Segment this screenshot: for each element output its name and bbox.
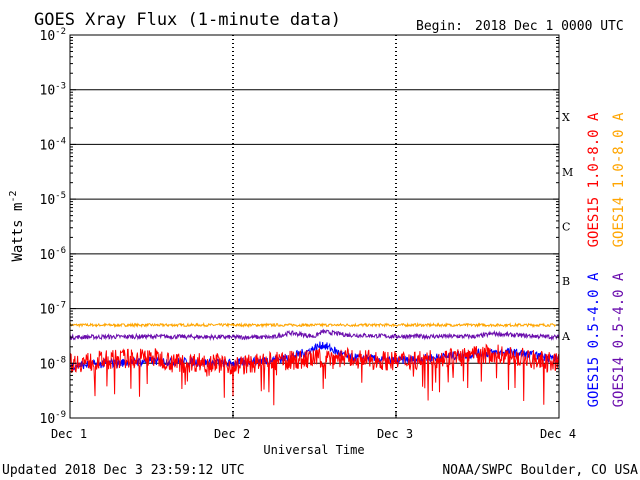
x-tick-label: Dec 4 (540, 427, 576, 441)
series-layer (69, 322, 560, 406)
updated-text: Updated 2018 Dec 3 23:59:12 UTC (2, 463, 245, 478)
legend-entry: GOES15 0.5-4.0 A (586, 272, 602, 407)
plot-frame (69, 34, 560, 419)
y-axis-label-group: Watts m-2 (8, 190, 26, 261)
axes: 10-9 10-8 10-7 10-6 10-5 10-4 10-3 10-2 Dec 1 Dec… (40, 27, 577, 441)
legend-entry: GOES14 1.0-8.0 A (611, 112, 627, 247)
begin-label: Begin: (416, 19, 463, 34)
flare-class-label: M (562, 166, 573, 179)
series-line (69, 328, 560, 342)
credit-text: NOAA/SWPC Boulder, CO USA (442, 463, 638, 478)
y-tick-label: 10-7 (40, 301, 67, 318)
legend: GOES15 1.0-8.0 A GOES14 1.0-8.0 A GOES15 0… (586, 112, 627, 407)
flare-class-label: A (561, 330, 571, 343)
series-line (69, 322, 560, 329)
flare-class-label: X (562, 111, 570, 124)
flare-class-label: B (562, 275, 570, 288)
y-tick-label: 10-5 (40, 191, 67, 208)
decade-grid (70, 35, 559, 418)
legend-entry: GOES14 0.5-4.0 A (611, 272, 627, 407)
y-tick-label: 10-4 (40, 136, 67, 153)
x-tick-label: Dec 1 (51, 427, 87, 441)
x-tick-label: Dec 2 (214, 427, 250, 441)
svg-text:Watts m-2: Watts m-2 (8, 190, 26, 261)
x-axis-label: Universal Time (263, 443, 364, 457)
y-tick-label: 10-2 (40, 27, 67, 44)
y-axis-label: Watts m (10, 203, 26, 262)
y-tick-label: 10-3 (40, 82, 67, 99)
y-tick-label: 10-8 (40, 355, 67, 372)
series-line (69, 343, 560, 406)
chart-title: GOES Xray Flux (1-minute data) (34, 10, 341, 30)
y-tick-label: 10-6 (40, 246, 67, 263)
y-tick-label: 10-9 (40, 410, 67, 427)
x-tick-label: Dec 3 (377, 427, 413, 441)
flare-class-label: C (562, 221, 570, 234)
y-axis-label-sup: -2 (8, 190, 19, 202)
begin-value: 2018 Dec 1 0000 UTC (475, 19, 624, 34)
legend-entry: GOES15 1.0-8.0 A (586, 112, 602, 247)
